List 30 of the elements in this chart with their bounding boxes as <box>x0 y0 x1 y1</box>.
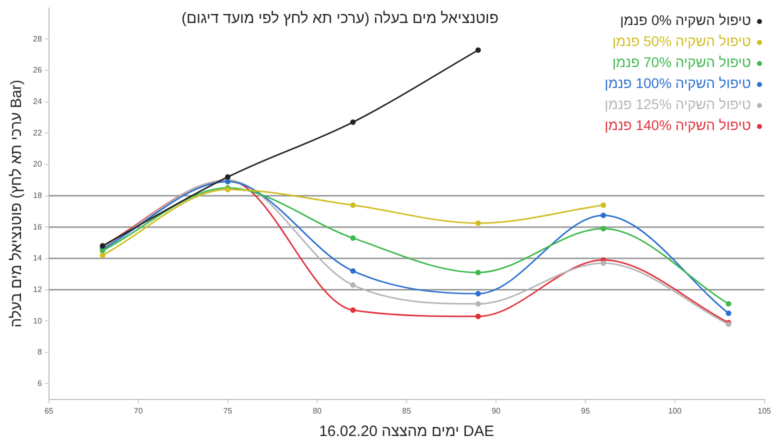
x-tick-label: 90 <box>492 406 502 416</box>
y-tick-label: 8 <box>37 348 42 357</box>
x-axis-title: ימים מהצצה 16.02.20 DAE <box>319 423 494 440</box>
x-tick-label: 95 <box>581 406 590 416</box>
legend-label: טיפול השקיה 100% פנמן <box>604 75 751 91</box>
y-tick-label: 20 <box>32 160 42 169</box>
legend-label: טיפול השקיה 50% פנמן <box>612 33 751 49</box>
y-tick-label: 24 <box>32 96 42 106</box>
y-tick-label: 28 <box>32 34 42 44</box>
legend-label: טיפול השקיה 0% פנמן <box>620 12 751 28</box>
x-tick-label: 80 <box>312 406 322 416</box>
x-tick-label: 105 <box>758 406 772 416</box>
y-tick-label: 10 <box>32 316 42 326</box>
legend-label: טיפול השקיה 125% פנמן <box>604 96 751 112</box>
y-tick-label: 22 <box>32 128 42 138</box>
y-axis-title: פוטנציאל מים בעלה (ערכי תא לחץ Bar) <box>8 80 26 328</box>
legend-label: טיפול השקיה 70% פנמן <box>612 54 751 70</box>
y-tick-label: 16 <box>32 222 42 232</box>
legend-label: טיפול השקיה 140% פנמן <box>604 117 751 133</box>
y-tick-label: 18 <box>32 190 42 200</box>
y-tick-label: 12 <box>32 284 42 294</box>
y-tick-label: 6 <box>37 378 42 388</box>
x-tick-label: 70 <box>134 406 144 416</box>
chart-title: פוטנציאל מים בעלה (ערכי תא לחץ לפי מועד דיגום) <box>180 10 500 27</box>
y-tick-label: 14 <box>32 254 42 263</box>
x-tick-label: 100 <box>668 406 682 416</box>
x-tick-label: 75 <box>223 406 233 416</box>
x-tick-label: 65 <box>44 406 54 416</box>
x-tick-label: 85 <box>402 406 412 416</box>
y-tick-label: 26 <box>32 66 42 75</box>
